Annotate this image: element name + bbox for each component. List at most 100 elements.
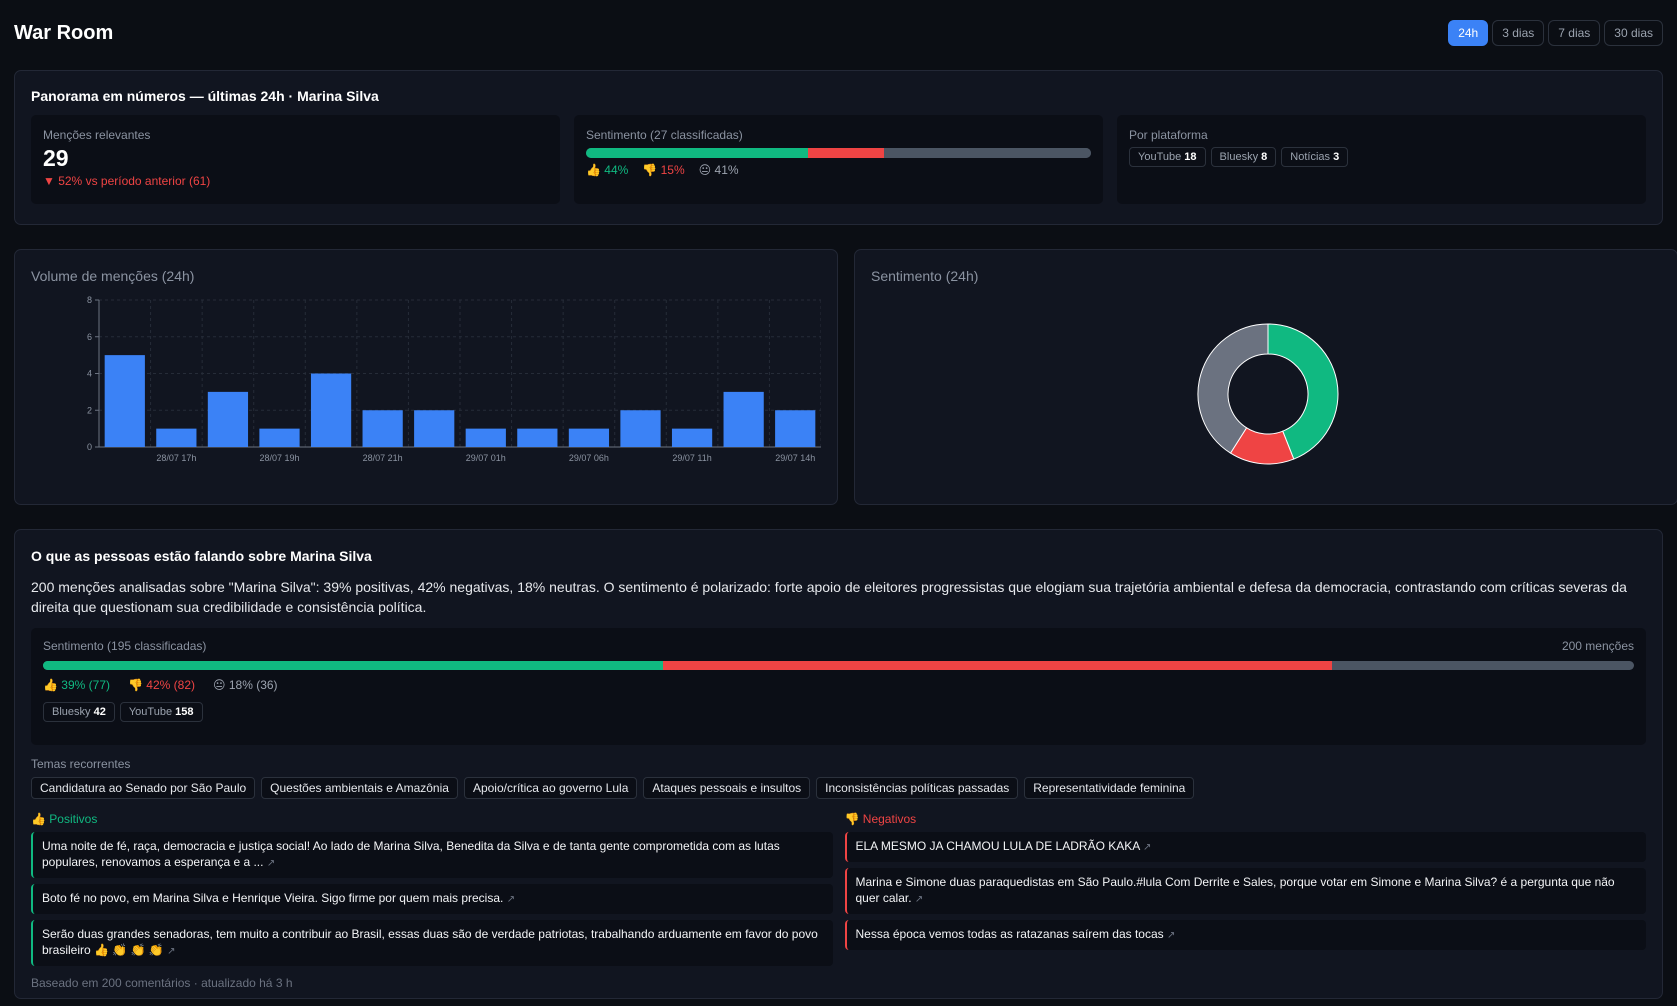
conversation-sentiment-label: Sentimento (195 classificadas)	[43, 639, 207, 653]
negative-quote[interactable]: Marina e Simone duas paraquedistas em Sã…	[844, 868, 1646, 914]
sentiment-donut-chart	[1197, 323, 1339, 465]
donut-slice	[1267, 323, 1339, 460]
theme-chip[interactable]: Candidatura ao Senado por São Paulo	[31, 777, 256, 799]
conversation-bar-positive	[43, 661, 664, 670]
y-tick-label: 0	[87, 442, 92, 452]
thumbs-up-icon: 👍	[43, 678, 58, 692]
neutral-legend: 😐 41%	[699, 163, 739, 177]
thumbs-down-icon: 👎	[642, 163, 658, 177]
theme-chip[interactable]: Inconsistências políticas passadas	[816, 777, 1019, 799]
external-link-icon[interactable]: ↗	[266, 858, 276, 869]
x-tick-label: 28/07 21h	[363, 453, 403, 463]
external-link-icon[interactable]: ↗	[506, 894, 516, 905]
negative-quotes-column: 👎 Negativos ELA MESMO JA CHAMOU LULA DE …	[844, 812, 1646, 966]
x-tick-label: 29/07 01h	[466, 453, 506, 463]
bar	[104, 355, 145, 447]
range-7-days-button[interactable]: 7 dias	[1548, 20, 1601, 46]
bar	[568, 428, 610, 447]
thumbs-down-icon: 👎	[844, 812, 860, 826]
sentiment-bar-negative	[808, 148, 884, 158]
bar	[620, 410, 661, 447]
volume-chart-title: Volume de menções (24h)	[31, 268, 195, 284]
bar	[156, 428, 197, 447]
range-24h-button[interactable]: 24h	[1448, 20, 1489, 46]
positive-quote[interactable]: Serão duas grandes senadoras, tem muito …	[31, 920, 833, 966]
y-tick-label: 2	[87, 405, 92, 415]
sentiment-chart-card: Sentimento (24h)	[854, 249, 1677, 505]
bar	[671, 428, 713, 447]
top-bar: War Room 24h 3 dias 7 dias 30 dias	[14, 0, 1663, 66]
sentiment-bar-positive	[586, 148, 809, 158]
x-tick-label: 28/07 19h	[259, 453, 299, 463]
positive-quotes-column: 👍 Positivos Uma noite de fé, raça, democ…	[31, 812, 833, 966]
bar	[723, 391, 764, 447]
y-tick-label: 6	[87, 332, 92, 342]
bar	[414, 410, 455, 447]
conversation-sentiment-bar	[43, 661, 1634, 670]
range-30-days-button[interactable]: 30 dias	[1604, 20, 1663, 46]
volume-bar-chart: 0 2 4 6 8 28/07 17h 28/07 19h 28/07 21h 29/07 01…	[87, 295, 822, 463]
positive-quote[interactable]: Uma noite de fé, raça, democracia e just…	[31, 832, 833, 878]
platform-chip-youtube: YouTube 18	[1129, 147, 1206, 167]
x-tick-label: 29/07 06h	[569, 453, 609, 463]
conversation-title: O que as pessoas estão falando sobre Mar…	[31, 548, 372, 564]
positive-pct: 44%	[604, 163, 629, 177]
x-tick-label: 29/07 14h	[775, 453, 815, 463]
conversation-bar-negative	[663, 661, 1332, 670]
positive-quote[interactable]: Boto fé no povo, em Marina Silva e Henri…	[31, 884, 833, 914]
negative-quote[interactable]: ELA MESMO JA CHAMOU LULA DE LADRÃO KAKA …	[844, 832, 1646, 862]
y-tick-label: 8	[87, 295, 92, 305]
conversation-sentiment-box: Sentimento (195 classificadas) 200 mençõ…	[31, 628, 1646, 745]
theme-chip[interactable]: Apoio/crítica ao governo Lula	[463, 777, 638, 799]
sentiment-bar-neutral	[883, 148, 1091, 158]
footer-note: Baseado em 200 comentários · atualizado …	[31, 976, 293, 990]
volume-chart-card: Volume de menções (24h) 0 2 4 6 8 28/07 17h 28…	[14, 249, 838, 505]
sentiment-stat: Sentimento (27 classificadas) 👍 44% 👎 15…	[574, 115, 1103, 204]
x-tick-label: 28/07 17h	[156, 453, 196, 463]
external-link-icon[interactable]: ↗	[167, 946, 176, 957]
range-3-days-button[interactable]: 3 dias	[1492, 20, 1545, 46]
thumbs-up-icon: 👍	[586, 163, 601, 177]
time-range-selector: 24h 3 dias 7 dias 30 dias	[1448, 20, 1663, 46]
negative-quote[interactable]: Nessa época vemos todas as ratazanas saí…	[844, 920, 1646, 950]
panorama-card: Panorama em números — últimas 24h · Mari…	[14, 70, 1663, 225]
external-link-icon[interactable]: ↗	[1167, 930, 1176, 941]
donut-slice	[1197, 323, 1269, 454]
conversation-neutral-legend: 😐 18% (36)	[213, 678, 278, 692]
platform-chip-bluesky: Bluesky 42	[43, 702, 115, 722]
external-link-icon[interactable]: ↗	[1142, 842, 1152, 853]
conversation-total: 200 menções	[1561, 639, 1634, 653]
external-link-icon[interactable]: ↗	[914, 894, 924, 905]
panorama-title: Panorama em números — últimas 24h · Mari…	[31, 88, 379, 104]
page-title: War Room	[14, 21, 114, 44]
conversation-negative-legend: 👎 42% (82)	[128, 678, 195, 692]
positive-heading: 👍 Positivos	[31, 812, 98, 826]
themes-list: Candidatura ao Senado por São Paulo Ques…	[31, 777, 1646, 799]
mentions-delta: ▼ 52% vs período anterior (61)	[43, 174, 211, 188]
conversation-positive-legend: 👍 39% (77)	[43, 678, 110, 692]
platform-chip-youtube: YouTube 158	[119, 702, 203, 722]
bar	[310, 373, 352, 447]
theme-chip[interactable]: Representatividade feminina	[1024, 777, 1195, 799]
thumbs-up-icon: 👍	[31, 812, 46, 826]
platform-chip-bluesky: Bluesky 8	[1210, 147, 1277, 167]
theme-chip[interactable]: Questões ambientais e Amazônia	[261, 777, 458, 799]
thumbs-down-icon: 👎	[128, 678, 143, 692]
mentions-label: Menções relevantes	[43, 128, 151, 142]
conversation-card: O que as pessoas estão falando sobre Mar…	[14, 529, 1663, 999]
conversation-bar-neutral	[1331, 661, 1619, 670]
bar	[775, 410, 816, 447]
negative-legend: 👎 15%	[642, 163, 684, 177]
mentions-stat: Menções relevantes 29 ▼ 52% vs período a…	[31, 115, 560, 204]
platform-stat: Por plataforma YouTube 18 Bluesky 8 Notí…	[1117, 115, 1646, 204]
platform-chip-noticias: Notícias 3	[1281, 147, 1349, 167]
bar	[259, 428, 300, 447]
sentiment-label: Sentimento (27 classificadas)	[586, 128, 743, 142]
theme-chip[interactable]: Ataques pessoais e insultos	[643, 777, 811, 799]
bar	[207, 391, 249, 447]
positive-legend: 👍 44%	[586, 163, 628, 177]
negative-pct: 15%	[660, 163, 685, 177]
negative-heading: 👎 Negativos	[844, 812, 917, 826]
y-tick-label: 4	[87, 369, 92, 379]
neutral-pct: 41%	[714, 163, 739, 177]
